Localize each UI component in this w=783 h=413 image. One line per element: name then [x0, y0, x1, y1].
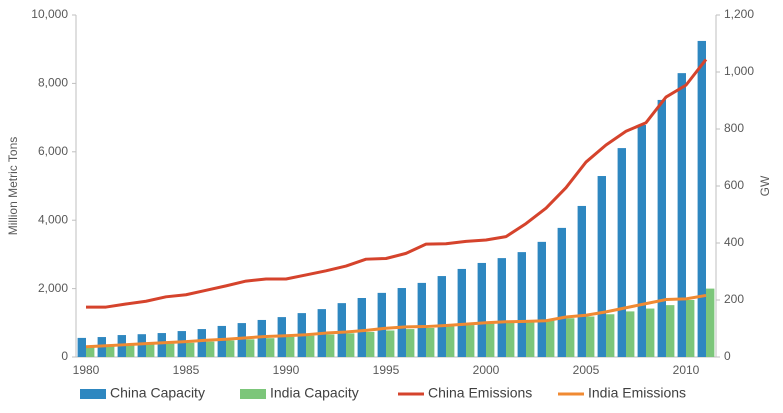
bar — [86, 347, 95, 357]
bar — [377, 292, 386, 357]
x-tick-label: 2000 — [473, 363, 500, 377]
bar — [497, 258, 506, 357]
bar — [526, 321, 535, 357]
x-tick-label: 1995 — [373, 363, 400, 377]
bar — [646, 308, 655, 357]
bar — [486, 323, 495, 357]
bar — [637, 125, 646, 357]
line — [86, 58, 708, 309]
bar — [657, 99, 666, 358]
x-tick-label: 1990 — [273, 363, 300, 377]
bar — [126, 345, 135, 357]
line — [85, 293, 707, 349]
bar — [417, 282, 426, 357]
legend-label: India Capacity — [270, 385, 359, 401]
y-tick-label: 10,000 — [31, 7, 68, 21]
bar — [77, 337, 86, 357]
bar — [677, 73, 686, 357]
bar — [437, 276, 446, 357]
bar — [517, 252, 526, 357]
bar — [426, 327, 435, 357]
y2-tick-label: 600 — [724, 178, 744, 192]
bar — [686, 300, 695, 357]
legend-label: China Emissions — [428, 385, 532, 401]
bar — [597, 176, 606, 357]
bar — [446, 326, 455, 357]
y2-tick-label: 200 — [724, 292, 744, 306]
bar — [257, 319, 266, 357]
bar — [166, 343, 175, 357]
bar — [537, 241, 546, 357]
bar — [246, 339, 255, 357]
bar — [346, 333, 355, 357]
bar — [137, 334, 146, 357]
bar — [366, 331, 375, 357]
x-tick-label: 2005 — [573, 363, 600, 377]
bar — [457, 268, 466, 357]
bar — [237, 323, 246, 357]
y-tick-label: 8,000 — [38, 76, 68, 90]
bar — [157, 333, 166, 357]
bar — [206, 341, 215, 357]
y2-tick-label: 1,200 — [724, 7, 754, 21]
bar — [357, 298, 366, 357]
y2-tick-label: 1,000 — [724, 64, 754, 78]
x-tick-label: 1985 — [173, 363, 200, 377]
y2-tick-label: 0 — [724, 349, 731, 363]
bar — [697, 40, 706, 358]
bar — [406, 329, 415, 357]
bar — [606, 314, 615, 357]
bar — [286, 336, 295, 357]
bar — [186, 342, 195, 357]
bar — [577, 205, 586, 357]
legend-label: China Capacity — [110, 385, 205, 401]
y-axis-label: Million Metric Tons — [6, 137, 20, 235]
bar — [466, 325, 475, 357]
bar — [506, 322, 515, 357]
bar — [337, 303, 346, 357]
legend-swatch — [240, 389, 266, 399]
y-tick-label: 4,000 — [38, 212, 68, 226]
bar — [557, 227, 566, 357]
bar — [146, 344, 155, 357]
legend-swatch — [80, 389, 106, 399]
y2-axis-label: GW — [758, 175, 772, 196]
y2-tick-label: 800 — [724, 121, 744, 135]
y-tick-label: 0 — [61, 349, 68, 363]
bar — [566, 318, 575, 357]
bar — [706, 288, 715, 357]
bar — [106, 346, 115, 357]
bar — [666, 305, 675, 357]
y-tick-label: 2,000 — [38, 281, 68, 295]
x-tick-label: 1980 — [73, 363, 100, 377]
bar — [306, 335, 315, 357]
bar — [326, 334, 335, 357]
bar — [226, 340, 235, 357]
bar — [546, 319, 555, 357]
bar — [197, 329, 206, 357]
bar — [626, 311, 635, 357]
legend-label: India Emissions — [588, 385, 686, 401]
bar — [386, 330, 395, 357]
x-tick-label: 2010 — [673, 363, 700, 377]
y-tick-label: 6,000 — [38, 144, 68, 158]
bar — [586, 316, 595, 357]
bar — [617, 148, 626, 357]
bar — [477, 262, 486, 357]
bar — [217, 325, 226, 357]
y2-tick-label: 400 — [724, 235, 744, 249]
bar — [266, 338, 275, 357]
bar — [397, 288, 406, 357]
bar — [177, 331, 186, 357]
